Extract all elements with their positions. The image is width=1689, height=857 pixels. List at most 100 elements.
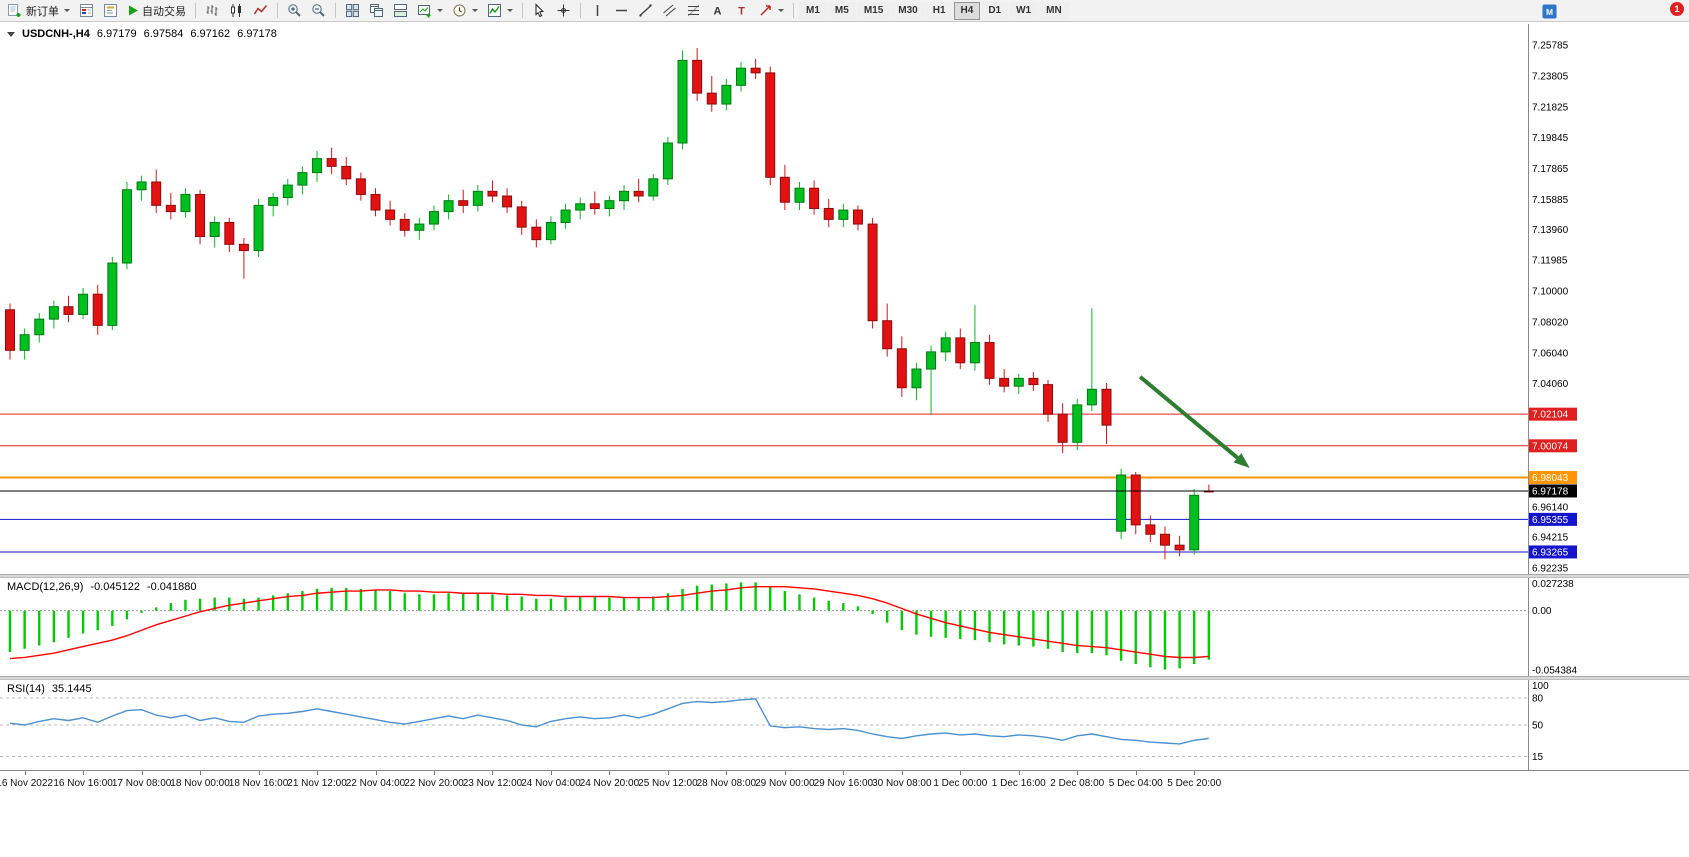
candle <box>502 188 513 214</box>
new-chart-button[interactable] <box>413 1 447 20</box>
trend-arrow-annotation[interactable] <box>1138 375 1250 469</box>
time-axis-tick <box>200 771 202 775</box>
candle <box>633 178 644 203</box>
line-chart-button[interactable] <box>249 1 272 20</box>
bar-chart-button[interactable] <box>201 1 224 20</box>
candle <box>209 216 220 248</box>
tile-windows-button[interactable] <box>341 1 364 20</box>
timeframe-m15-button[interactable]: M15 <box>856 1 891 20</box>
rsi-panel[interactable]: 100 80 50 15 <box>0 680 1689 770</box>
community-button[interactable]: M <box>1538 2 1561 21</box>
time-axis-label: 1 Dec 16:00 <box>991 778 1046 789</box>
timeframe-d1-button[interactable]: D1 <box>981 1 1009 20</box>
time-axis-label: 18 Nov 16:00 <box>228 778 289 789</box>
timeframe-m30-button[interactable]: M30 <box>891 1 925 20</box>
time-axis-label: 16 Nov 16:00 <box>53 778 113 789</box>
new-order-icon <box>7 3 23 18</box>
candle <box>63 295 74 323</box>
autotrading-button[interactable]: 自动交易 <box>123 1 190 20</box>
price-axis-label: 7.13960 <box>1532 225 1569 236</box>
candle <box>297 166 308 195</box>
candlestick-chart-icon <box>229 3 244 18</box>
main-toolbar: 新订单 自动交易 <box>0 0 1689 22</box>
community-icon: M <box>1542 4 1557 19</box>
panel-splitter[interactable] <box>0 574 1689 578</box>
time-axis-label: 25 Nov 12:00 <box>638 778 698 789</box>
price-axis-label: 7.17865 <box>1532 164 1569 175</box>
candle <box>809 180 820 215</box>
label-tool-button[interactable]: T <box>730 1 753 20</box>
horizontal-line-tool-button[interactable] <box>610 1 633 20</box>
timeframe-mn-button[interactable]: MN <box>1039 1 1069 20</box>
time-axis-tick <box>609 771 611 775</box>
price-axis-label: 7.11985 <box>1532 256 1568 267</box>
new-order-button[interactable]: 新订单 <box>3 1 74 20</box>
cursor-button[interactable] <box>528 1 551 20</box>
arrows-tool-button[interactable] <box>754 1 788 20</box>
time-axis-label: 28 Nov 08:00 <box>696 778 757 789</box>
time-axis-label: 29 Nov 00:00 <box>755 778 815 789</box>
timeframe-w1-button[interactable]: W1 <box>1009 1 1039 20</box>
candle <box>1086 308 1097 412</box>
cascade-windows-button[interactable] <box>365 1 388 20</box>
vertical-line-tool-button[interactable] <box>586 1 609 20</box>
rsi-axis-label: 100 <box>1532 681 1549 692</box>
candle <box>385 200 396 226</box>
time-axis-label: 18 Nov 00:00 <box>170 778 230 789</box>
candle <box>355 172 366 201</box>
time-axis-tick <box>726 771 728 775</box>
candle <box>151 169 162 214</box>
candle <box>969 305 980 371</box>
line-chart-icon <box>253 3 268 18</box>
channel-tool-button[interactable] <box>658 1 681 20</box>
candle <box>180 188 191 218</box>
macd-signal-line <box>9 586 1209 660</box>
market-watch-button[interactable] <box>75 1 98 20</box>
notifications-badge[interactable]: 1 <box>1670 2 1684 16</box>
price-chart-panel[interactable]: 7.25785 7.23805 7.21825 7.19845 7.17865 7.158… <box>0 24 1689 574</box>
time-axis-tick <box>901 771 903 775</box>
candle <box>5 303 15 360</box>
time-axis-tick <box>83 771 85 775</box>
timeframe-m5-button[interactable]: M5 <box>827 1 856 20</box>
toolbar-separator <box>522 3 523 18</box>
time-axis-tick <box>1018 771 1020 775</box>
timeframe-m1-button[interactable]: M1 <box>799 1 827 20</box>
candle <box>765 66 776 186</box>
svg-text:6.93265: 6.93265 <box>1532 547 1569 558</box>
time-axis-label: 22 Nov 20:00 <box>404 778 464 789</box>
text-tool-button[interactable]: A <box>706 1 729 20</box>
clock-button[interactable] <box>448 1 482 20</box>
timeframe-h1-button[interactable]: H1 <box>925 1 953 20</box>
candle <box>282 178 293 206</box>
candle <box>575 197 586 220</box>
timeframe-h4-button[interactable]: H4 <box>953 1 981 20</box>
fibonacci-tool-button[interactable] <box>682 1 705 20</box>
market-watch-icon <box>79 3 94 18</box>
price-tag: 7.00074 <box>1529 439 1577 453</box>
horizontal-line-icon <box>614 3 629 18</box>
macd-panel[interactable]: 0.027238 0.00 -0.054384 <box>0 578 1689 676</box>
rsi-line <box>9 698 1209 745</box>
panel-splitter[interactable] <box>0 676 1689 680</box>
time-axis-tick <box>433 771 435 775</box>
candlestick-chart-button[interactable] <box>225 1 248 20</box>
arrange-windows-button[interactable] <box>389 1 412 20</box>
zoom-out-button[interactable] <box>307 1 330 20</box>
candle <box>589 191 600 215</box>
navigator-button[interactable] <box>99 1 122 20</box>
candle <box>911 362 922 401</box>
indicators-button[interactable] <box>483 1 517 20</box>
candle <box>253 199 264 257</box>
trendline-tool-button[interactable] <box>634 1 657 20</box>
candle <box>545 216 556 245</box>
svg-text:A: A <box>714 6 722 18</box>
candle <box>1057 403 1068 454</box>
tile-windows-icon <box>345 3 360 18</box>
time-axis[interactable]: 16 Nov 2022 16 Nov 16:00 17 Nov 08:00 18 No… <box>0 770 1689 797</box>
candle <box>48 300 59 329</box>
candle <box>692 47 703 101</box>
price-tag: 6.93265 <box>1529 545 1577 559</box>
crosshair-button[interactable] <box>552 1 575 20</box>
zoom-in-button[interactable] <box>283 1 306 20</box>
